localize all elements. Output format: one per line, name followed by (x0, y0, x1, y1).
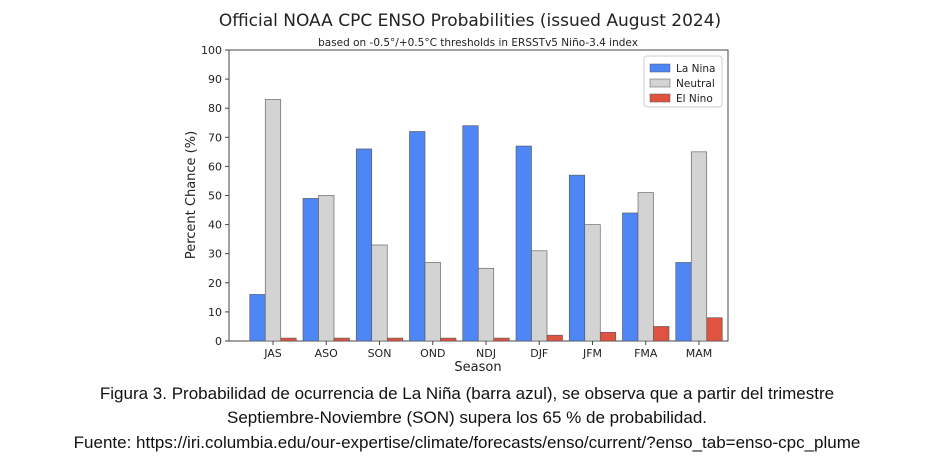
x-tick-label: MAM (686, 347, 713, 360)
bar-neutral-ond (424, 262, 441, 342)
y-tick-label: 50 (208, 190, 222, 203)
legend-swatch-neutral (649, 78, 671, 88)
x-tick-label: FMA (634, 347, 658, 360)
bar-el-nino-jfm (599, 331, 617, 342)
y-tick-label: 20 (208, 277, 222, 290)
bar-el-nino-djf (546, 334, 563, 342)
bar-la-nina-ond (409, 131, 426, 342)
y-tick-label: 0 (215, 335, 222, 348)
y-tick-label: 40 (208, 219, 222, 232)
bar-neutral-mam (690, 151, 708, 342)
bar-el-nino-son (386, 337, 404, 342)
figure-caption-line-1: Figura 3. Probabilidad de ocurrencia de … (99, 384, 835, 403)
bar-la-nina-jas (249, 294, 266, 342)
bar-neutral-djf (531, 250, 548, 342)
bar-neutral-jas (264, 99, 282, 342)
chart-subtitle: based on -0.5°/+0.5°C thresholds in ERSS… (318, 37, 638, 49)
legend-label-el-nino: El Nino (676, 93, 713, 105)
bar-la-nina-son (355, 148, 373, 342)
y-tick-label: 30 (208, 248, 222, 261)
bar-neutral-jfm (584, 224, 601, 342)
bar-el-nino-ndj (493, 337, 510, 342)
figure-caption-line-2: Septiembre-Noviembre (SON) supera los 65… (226, 408, 707, 427)
bar-el-nino-aso (333, 337, 350, 342)
y-tick-label: 80 (208, 102, 222, 115)
bar-la-nina-ndj (462, 125, 479, 342)
figure-source-line: Fuente: https://iri.columbia.edu/our-exp… (73, 433, 861, 452)
chart-title: Official NOAA CPC ENSO Probabilities (is… (219, 11, 721, 31)
y-axis-label: Percent Chance (%) (184, 131, 199, 259)
x-tick-label: DJF (530, 347, 548, 360)
bar-neutral-aso (318, 195, 335, 342)
y-tick-label: 100 (201, 44, 222, 57)
x-tick-label: OND (420, 347, 445, 360)
x-tick-label: SON (368, 347, 392, 360)
bar-neutral-son (371, 244, 388, 342)
enso-probability-chart: Official NOAA CPC ENSO Probabilities (is… (184, 11, 729, 375)
legend: La Nina Neutral El Nino (643, 55, 723, 108)
legend-swatch-el-nino (649, 93, 671, 103)
y-tick-label: 70 (208, 131, 222, 144)
x-tick-label: JFM (582, 347, 602, 360)
bar-el-nino-ond (440, 337, 457, 342)
bar-neutral-fma (637, 192, 654, 342)
legend-swatch-la-nina (649, 63, 671, 73)
legend-label-la-nina: La Nina (676, 63, 715, 75)
bar-el-nino-mam (706, 317, 723, 342)
bar-la-nina-aso (302, 198, 319, 342)
bar-neutral-ndj (477, 267, 495, 342)
bar-la-nina-djf (515, 145, 532, 342)
x-tick-label: ASO (315, 347, 339, 360)
bar-la-nina-jfm (568, 174, 586, 342)
bar-el-nino-fma (653, 326, 670, 342)
y-tick-label: 10 (208, 306, 222, 319)
x-axis-label: Season (454, 360, 501, 375)
x-tick-label: JAS (263, 347, 282, 360)
legend-label-neutral: Neutral (676, 78, 715, 90)
y-tick-label: 90 (208, 73, 222, 86)
bar-la-nina-fma (622, 212, 639, 342)
bar-el-nino-jas (280, 337, 297, 342)
y-tick-label: 60 (208, 160, 222, 173)
bar-la-nina-mam (675, 262, 692, 342)
x-tick-label: NDJ (476, 347, 496, 360)
